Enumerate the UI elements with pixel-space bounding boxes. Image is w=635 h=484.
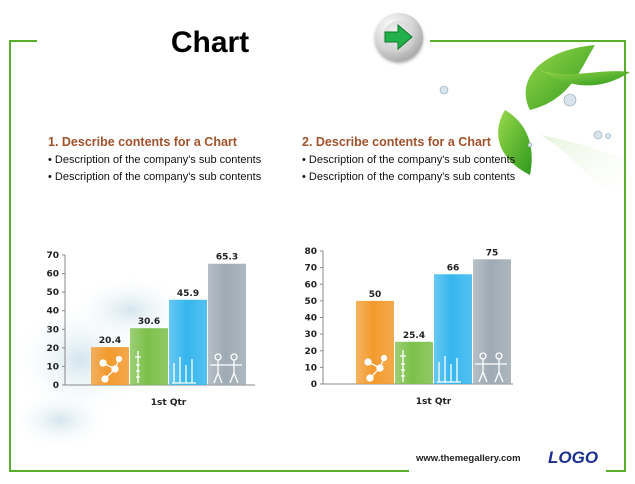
y-tick-label: 20 [46, 344, 59, 354]
bar-data-label: 66 [447, 263, 460, 273]
frame-top-right [430, 40, 626, 42]
y-tick-label: 60 [304, 280, 317, 290]
section-2-bullet-1: • Description of the company's sub conte… [302, 154, 516, 166]
x-category-label: 1st Qtr [151, 398, 187, 408]
green-right-arrow-icon [384, 23, 413, 51]
y-tick-label: 20 [304, 347, 317, 357]
y-tick-label: 70 [304, 264, 317, 274]
next-button[interactable] [375, 13, 423, 61]
people-icon [475, 352, 507, 383]
y-tick-label: 60 [46, 270, 59, 280]
frame-right [624, 40, 626, 472]
leaf-decoration [439, 45, 630, 205]
bar [473, 259, 511, 384]
section-2-heading: 2. Describe contents for a Chart [302, 135, 491, 149]
molecule-icon [364, 354, 388, 382]
section-1-heading: 1. Describe contents for a Chart [48, 135, 237, 149]
bar-data-label: 75 [486, 248, 499, 258]
y-tick-label: 0 [53, 381, 59, 391]
people-icon [210, 353, 242, 384]
logo: LOGO [548, 448, 599, 467]
y-tick-label: 30 [46, 325, 59, 335]
bar-data-label: 65.3 [216, 253, 238, 263]
y-tick-label: 70 [46, 251, 59, 261]
chart-1: 0 10 20 30 40 50 60 70 20.4 30.6 45.9 65.3 1st Qtr [46, 251, 255, 408]
website-url[interactable]: www.themegallery.com [416, 453, 521, 464]
y-tick-label: 10 [304, 363, 317, 373]
y-tick-label: 10 [46, 362, 59, 372]
chart-2: 0 10 20 30 40 50 60 70 80 50 25.4 66 75 1st Qtr [304, 247, 513, 407]
bar-data-label: 20.4 [99, 336, 121, 346]
bar-data-label: 50 [369, 290, 382, 300]
frame-bottom-left [9, 470, 409, 472]
slide-title: Chart [170, 26, 250, 59]
frame-top-left [9, 40, 37, 42]
molecule-icon [99, 355, 123, 383]
bar [208, 263, 246, 385]
bar [395, 341, 433, 384]
bar-data-label: 25.4 [403, 331, 425, 341]
y-tick-label: 40 [46, 307, 59, 317]
section-1-bullet-2: • Description of the company's sub conte… [48, 171, 262, 183]
syringe-icon [135, 351, 141, 383]
bar [434, 274, 472, 384]
y-tick-label: 30 [304, 330, 317, 340]
y-tick-label: 80 [304, 247, 317, 257]
x-category-label: 1st Qtr [416, 397, 452, 407]
y-tick-label: 40 [304, 314, 317, 324]
bar [356, 300, 394, 384]
frame-left [9, 40, 11, 472]
bar-data-label: 45.9 [177, 289, 199, 299]
y-tick-label: 0 [311, 380, 317, 390]
y-tick-label: 50 [304, 297, 317, 307]
y-tick-label: 50 [46, 288, 59, 298]
section-1-bullet-1: • Description of the company's sub conte… [48, 154, 262, 166]
smoke-decoration [20, 275, 190, 450]
test-tubes-icon [172, 357, 196, 384]
test-tubes-icon [437, 356, 461, 383]
frame-bottom-right [606, 470, 626, 472]
bar [169, 299, 207, 385]
section-2-bullet-2: • Description of the company's sub conte… [302, 171, 516, 183]
bar-data-label: 30.6 [138, 317, 160, 327]
syringe-icon [400, 350, 406, 382]
